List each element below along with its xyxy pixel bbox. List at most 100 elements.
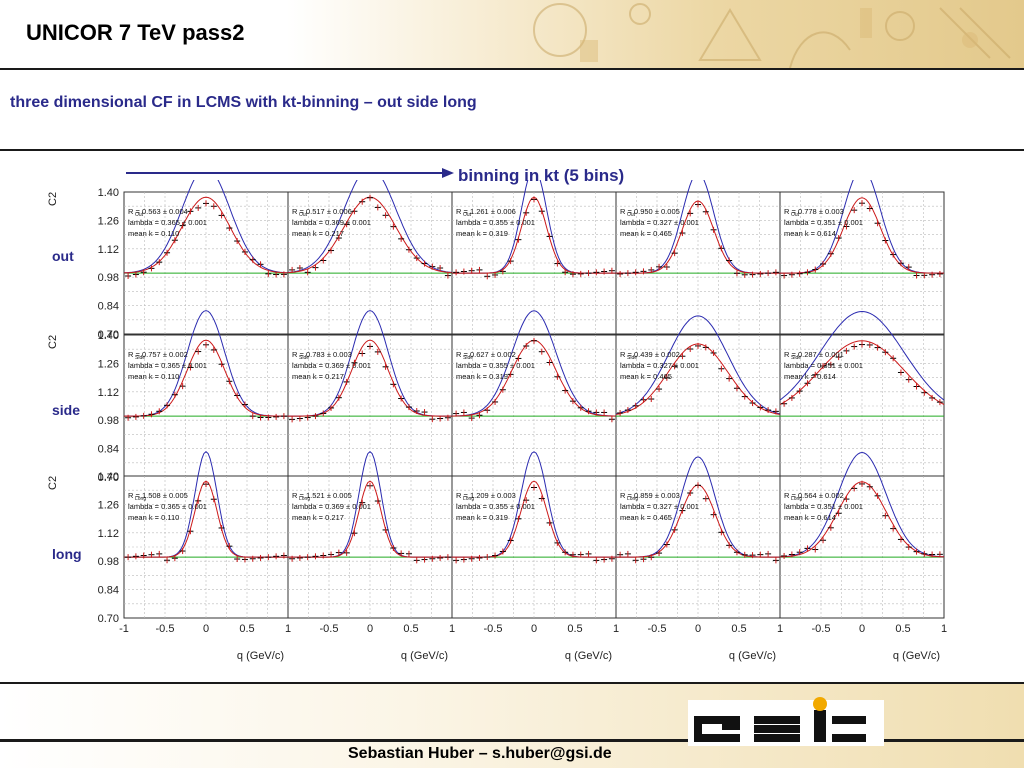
x-tick-label: 0 xyxy=(859,623,865,635)
x-tick-label: -0.5 xyxy=(812,623,831,635)
mean-kt-label: mean k = 0.465 xyxy=(620,372,672,381)
row-label-long: long xyxy=(52,546,82,562)
radius-subscript: Out xyxy=(135,212,144,218)
y-tick-label: 0.84 xyxy=(98,444,119,456)
lambda-label: lambda = 0.365 ± 0.001 xyxy=(128,361,207,370)
mean-kt-label: mean k = 0.319 xyxy=(456,513,508,522)
x-tick-label: 0.5 xyxy=(731,623,746,635)
radius-label: R = 0.783 ± 0.003 xyxy=(292,350,352,359)
mean-kt-label: mean k = 0.319 xyxy=(456,229,508,238)
radius-label: R = 0.757 ± 0.002 xyxy=(128,350,188,359)
radius-subscript: Out xyxy=(791,212,800,218)
mean-kt-label: mean k = 0.465 xyxy=(620,229,672,238)
y-tick-label: 0.70 xyxy=(98,329,119,341)
lambda-label: lambda = 0.355 ± 0.001 xyxy=(456,502,535,511)
mean-kt-label: mean k = 0.614 xyxy=(784,513,836,522)
x-axis-label: q (GeV/c) xyxy=(237,650,284,662)
lambda-label: lambda = 0.365 ± 0.001 xyxy=(128,218,207,227)
lambda-label: lambda = 0.369 ± 0.001 xyxy=(292,218,371,227)
mean-kt-label: mean k = 0.217 xyxy=(292,513,344,522)
mean-kt-label: mean k = 0.614 xyxy=(784,372,836,381)
x-tick-label: 0.5 xyxy=(239,623,254,635)
x-tick-label: -0.5 xyxy=(156,623,175,635)
x-tick-label: 0 xyxy=(531,623,537,635)
panel-out-kt3 xyxy=(451,180,617,335)
x-axis-label: q (GeV/c) xyxy=(729,650,776,662)
radius-subscript: Side xyxy=(627,355,637,361)
x-tick-label: 0.5 xyxy=(895,623,910,635)
x-tick-label: 1 xyxy=(941,623,947,635)
y-tick-label: 1.12 xyxy=(98,387,119,399)
radius-subscript: Long xyxy=(299,496,310,502)
y-axis-label: C2 xyxy=(47,476,59,490)
gsi-logo xyxy=(688,697,884,746)
y-tick-label: 1.26 xyxy=(98,499,119,511)
panel-side-kt2 xyxy=(287,310,453,478)
row-label-out: out xyxy=(52,248,74,264)
x-tick-label: -0.5 xyxy=(648,623,667,635)
y-tick-label: 1.40 xyxy=(98,187,119,199)
radius-label: R = 0.859 ± 0.003 xyxy=(620,491,680,500)
radius-subscript: Side xyxy=(299,355,309,361)
slide-subtitle: three dimensional CF in LCMS with kt-bin… xyxy=(10,94,477,111)
x-axis-label: q (GeV/c) xyxy=(893,650,940,662)
mean-kt-label: mean k = 0.614 xyxy=(784,229,836,238)
lambda-label: lambda = 0.327 ± 0.001 xyxy=(620,218,699,227)
y-tick-label: 0.84 xyxy=(98,301,119,313)
x-tick-label: -0.5 xyxy=(320,623,339,635)
radius-subscript: Out xyxy=(627,212,636,218)
y-tick-label: 1.26 xyxy=(98,215,119,227)
radius-label: R = 1.209 ± 0.003 xyxy=(456,491,516,500)
x-tick-label: 1 xyxy=(285,623,291,635)
mean-kt-label: mean k = 0.110 xyxy=(128,372,179,381)
x-axis-label: q (GeV/c) xyxy=(401,650,448,662)
x-tick-label: 1 xyxy=(613,623,619,635)
y-tick-label: 0.84 xyxy=(98,585,119,597)
panel-side-kt3 xyxy=(451,310,617,478)
lambda-label: lambda = 0.355 ± 0.001 xyxy=(456,361,535,370)
x-tick-label: 0 xyxy=(367,623,373,635)
x-axis-label: q (GeV/c) xyxy=(565,650,612,662)
mean-kt-label: mean k = 0.465 xyxy=(620,513,672,522)
y-tick-label: 1.12 xyxy=(98,528,119,540)
row-label-side: side xyxy=(52,402,81,418)
panel-side-kt1 xyxy=(123,310,289,478)
panel-side-kt5 xyxy=(779,310,945,478)
x-tick-label: 1 xyxy=(449,623,455,635)
x-tick-label: 0.5 xyxy=(567,623,582,635)
y-axis-label: C2 xyxy=(47,335,59,349)
kt-binning-arrow xyxy=(126,168,454,178)
y-tick-label: 0.70 xyxy=(98,472,119,484)
radius-subscript: Side xyxy=(791,355,801,361)
header-banner: UNICOR 7 TeV pass2 xyxy=(0,0,1024,68)
panel-long-kt2 xyxy=(287,451,453,619)
y-tick-label: 1.40 xyxy=(98,330,119,342)
mean-kt-label: mean k = 0.319 xyxy=(456,372,508,381)
radius-subscript: Long xyxy=(135,496,146,502)
radius-subscript: Out xyxy=(299,212,308,218)
lambda-label: lambda = 0.355 ± 0.001 xyxy=(456,218,535,227)
y-tick-label: 1.26 xyxy=(98,358,119,370)
lambda-label: lambda = 0.351 ± 0.001 xyxy=(784,361,863,370)
lambda-label: lambda = 0.369 ± 0.001 xyxy=(292,361,371,370)
lambda-label: lambda = 0.327 ± 0.001 xyxy=(620,361,699,370)
radius-subscript: Long xyxy=(463,496,474,502)
x-tick-label: 1 xyxy=(777,623,783,635)
radius-subscript: Out xyxy=(463,212,472,218)
y-axis-label: C2 xyxy=(47,192,59,206)
lambda-label: lambda = 0.369 ± 0.001 xyxy=(292,502,371,511)
mean-kt-label: mean k = 0.217 xyxy=(292,372,344,381)
panel-side-kt4 xyxy=(615,315,781,478)
radius-label: R = 1.521 ± 0.005 xyxy=(292,491,352,500)
panel-out-kt1 xyxy=(123,180,289,335)
radius-label: R = 0.563 ± 0.004 xyxy=(128,207,188,216)
radius-subscript: Side xyxy=(135,355,145,361)
mean-kt-label: mean k = 0.110 xyxy=(128,513,179,522)
lambda-label: lambda = 0.351 ± 0.001 xyxy=(784,218,863,227)
radius-label: R = 0.517 ± 0.006 xyxy=(292,207,352,216)
correlation-function-figure: 1.40 1.26 1.12 0.98 0.84 0.70 C2 1.40 1.26 1.12 0.… xyxy=(47,180,947,662)
subtitle-rule xyxy=(0,149,1024,151)
lambda-label: lambda = 0.351 ± 0.001 xyxy=(784,502,863,511)
fit-curve xyxy=(779,310,945,401)
radius-subscript: Side xyxy=(463,355,473,361)
